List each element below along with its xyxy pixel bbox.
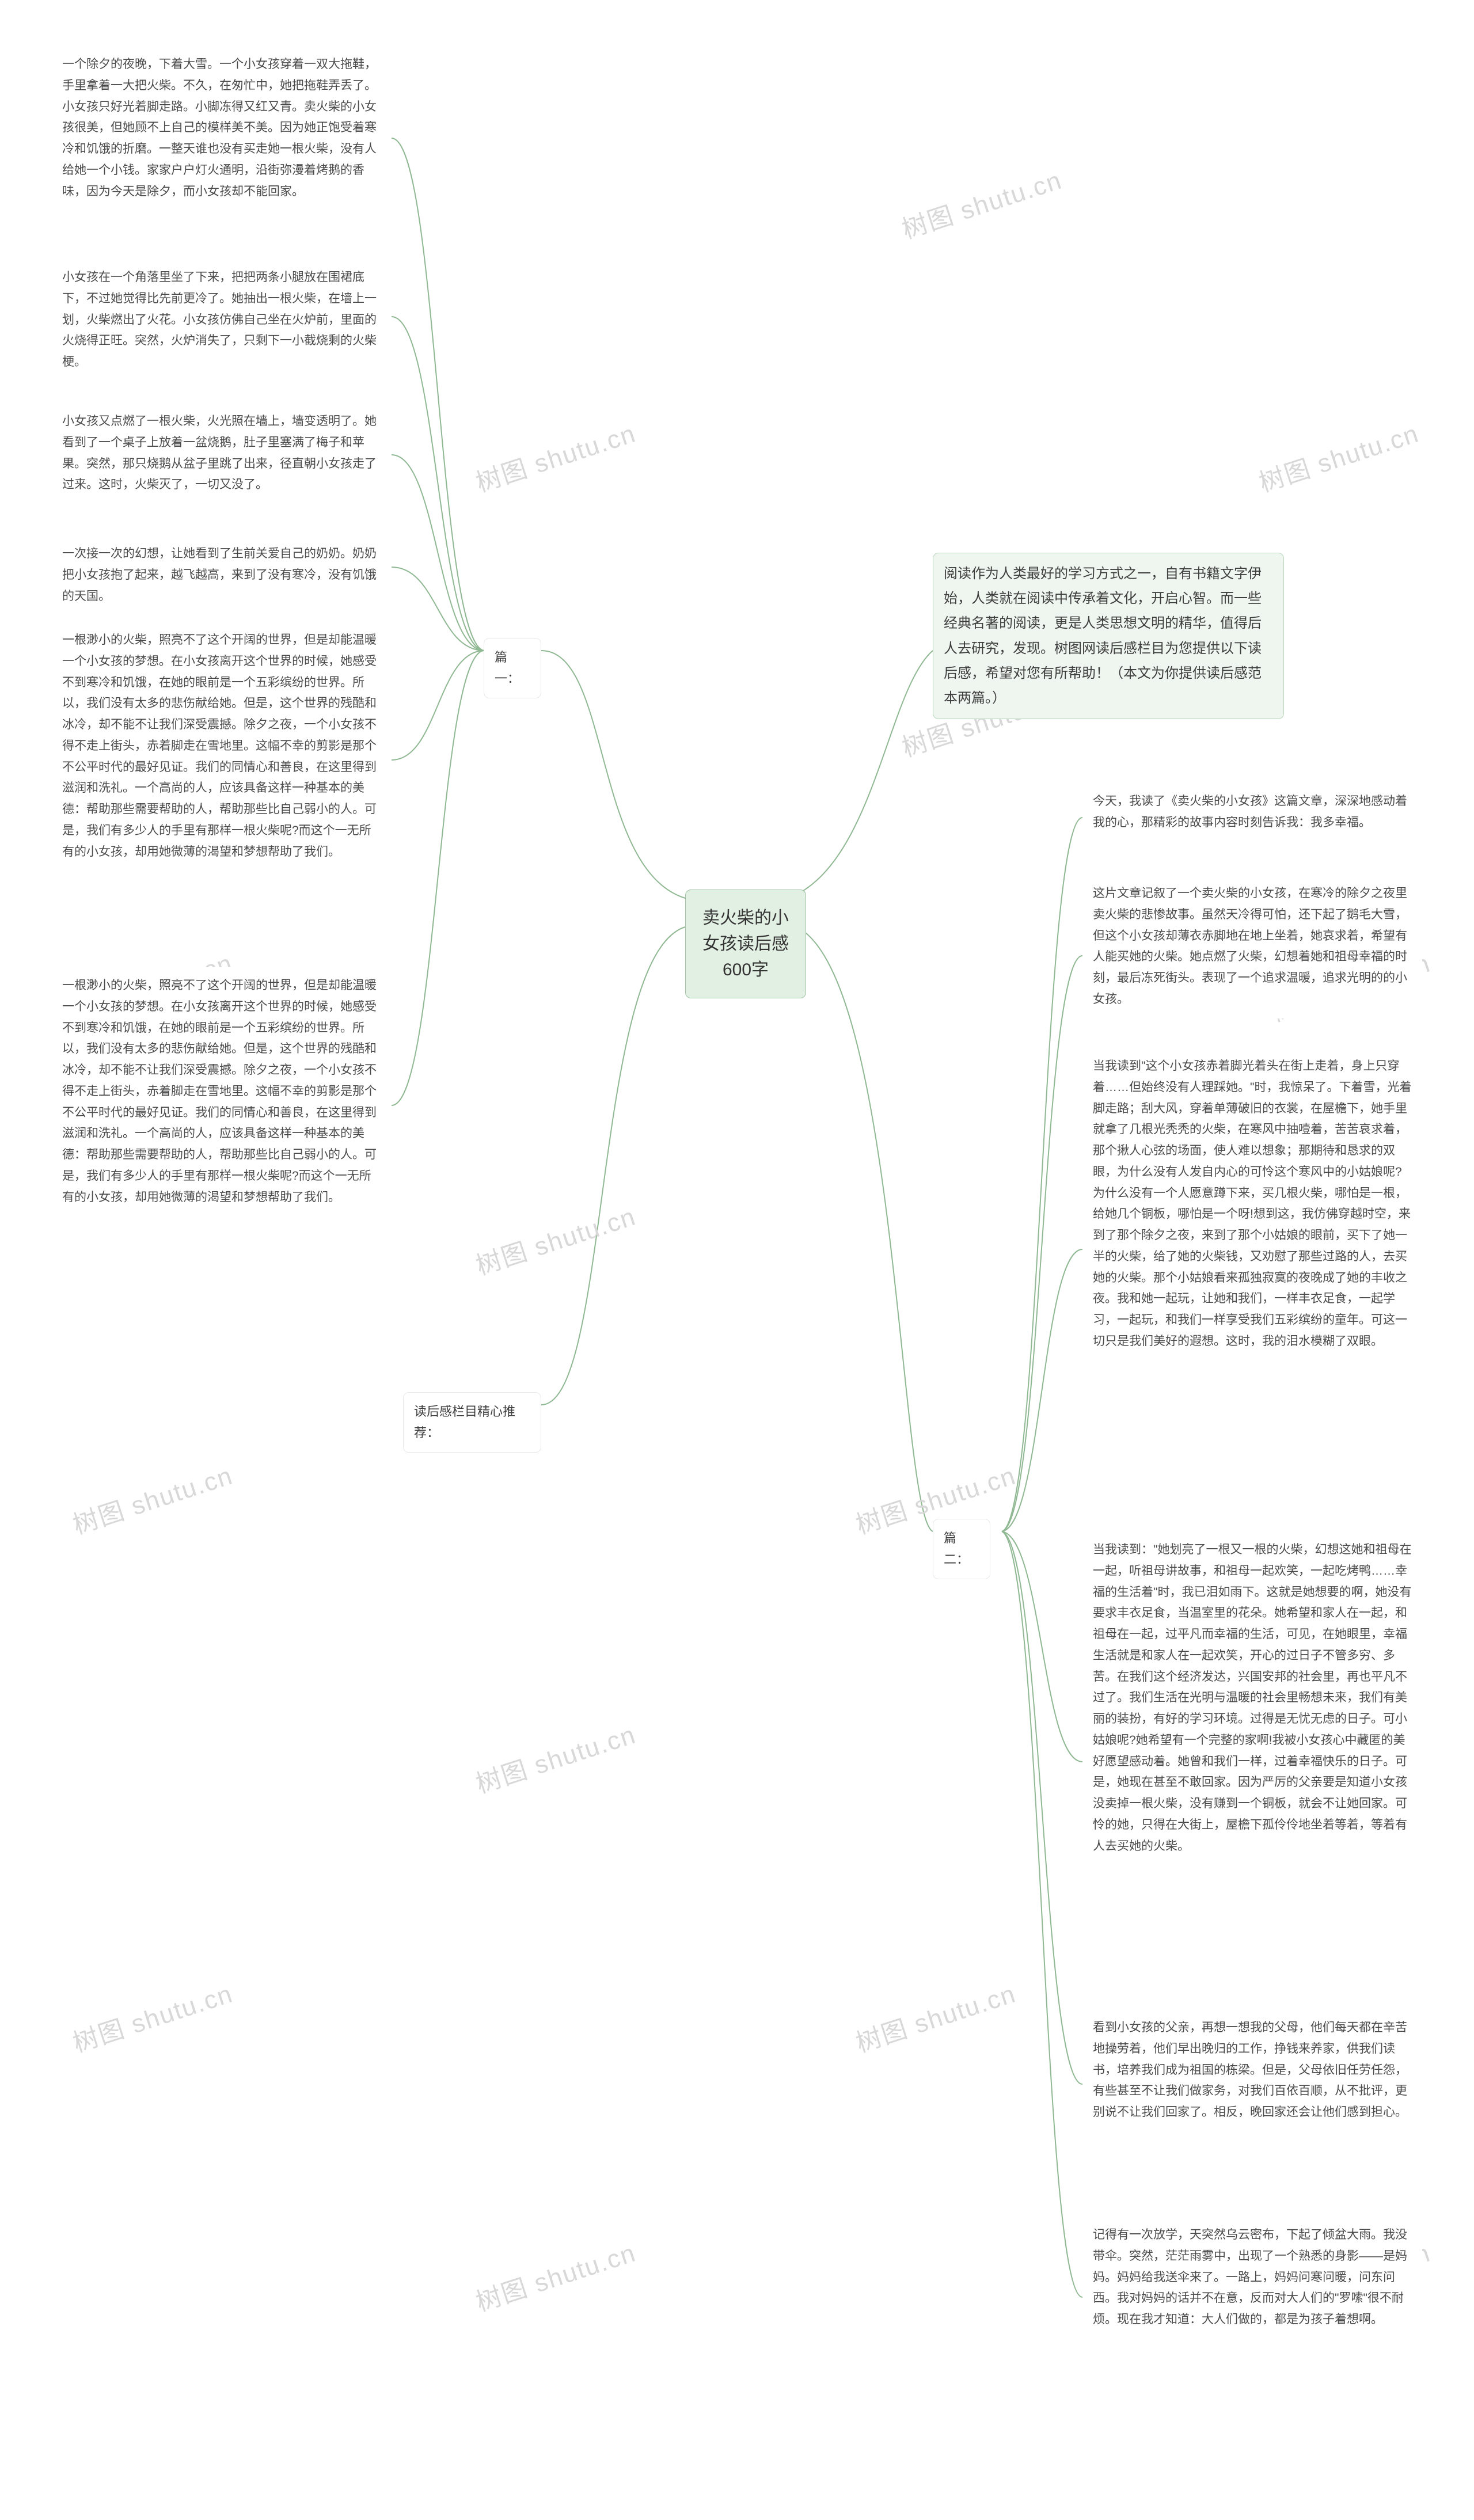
watermark: 树图 shutu.cn [1253, 413, 1423, 499]
leaf-node[interactable]: 小女孩又点燃了一根火柴，火光照在墙上，墙变透明了。她看到了一个桌子上放着一盆烧鹅… [52, 403, 392, 504]
watermark: 树图 shutu.cn [470, 1196, 640, 1282]
leaf-text: 今天，我读了《卖火柴的小女孩》这篇文章，深深地感动着我的心，那精彩的故事内容时刻… [1093, 795, 1407, 829]
center-node-text: 卖火柴的小女孩读后感600字 [702, 909, 789, 979]
watermark: 树图 shutu.cn [470, 413, 640, 499]
watermark: 树图 shutu.cn [67, 1973, 237, 2059]
leaf-node[interactable]: 记得有一次放学，天突然乌云密布，下起了倾盆大雨。我没带伞。突然，茫茫雨雾中，出现… [1082, 2217, 1422, 2339]
leaf-text: 当我读到："她划亮了一根又一根的火柴，幻想这她和祖母在一起，听祖母讲故事，和祖母… [1093, 1543, 1411, 1853]
watermark: 树图 shutu.cn [896, 159, 1066, 246]
leaf-text: 一个除夕的夜晚，下着大雪。一个小女孩穿着一双大拖鞋，手里拿着一大把火柴。不久，在… [62, 58, 377, 198]
watermark: 树图 shutu.cn [67, 1455, 237, 1541]
branch-node-pian2[interactable]: 篇二： [933, 1519, 990, 1579]
intro-node-text: 阅读作为人类最好的学习方式之一，自有书籍文字伊始，人类就在阅读中传承着文化，开启… [944, 566, 1262, 706]
leaf-node[interactable]: 一根渺小的火柴，照亮不了这个开阔的世界，但是却能温暖一个小女孩的梦想。在小女孩离… [52, 967, 392, 1216]
watermark: 树图 shutu.cn [850, 1973, 1020, 2059]
leaf-text: 一次接一次的幻想，让她看到了生前关爱自己的奶奶。奶奶把小女孩抱了起来，越飞越高，… [62, 547, 377, 603]
leaf-text: 这片文章记叙了一个卖火柴的小女孩，在寒冷的除夕之夜里卖火柴的悲惨故事。虽然天冷得… [1093, 887, 1407, 1006]
leaf-text: 一根渺小的火柴，照亮不了这个开阔的世界，但是却能温暖一个小女孩的梦想。在小女孩离… [62, 633, 377, 858]
leaf-node[interactable]: 当我读到"这个小女孩赤着脚光着头在街上走着，身上只穿着……但始终没有人理踩她。"… [1082, 1048, 1422, 1360]
leaf-text: 一根渺小的火柴，照亮不了这个开阔的世界，但是却能温暖一个小女孩的梦想。在小女孩离… [62, 979, 377, 1204]
leaf-node[interactable]: 看到小女孩的父亲，再想一想我的父母，他们每天都在辛苦地操劳着，他们早出晚归的工作… [1082, 2009, 1422, 2131]
leaf-node[interactable]: 一个除夕的夜晚，下着大雪。一个小女孩穿着一双大拖鞋，手里拿着一大把火柴。不久，在… [52, 46, 392, 210]
leaf-node[interactable]: 一根渺小的火柴，照亮不了这个开阔的世界，但是却能温暖一个小女孩的梦想。在小女孩离… [52, 622, 392, 871]
leaf-text: 小女孩又点燃了一根火柴，火光照在墙上，墙变透明了。她看到了一个桌子上放着一盆烧鹅… [62, 415, 377, 491]
leaf-node[interactable]: 当我读到："她划亮了一根又一根的火柴，幻想这她和祖母在一起，听祖母讲故事，和祖母… [1082, 1531, 1422, 1865]
branch-node-recommend[interactable]: 读后感栏目精心推荐： [403, 1392, 541, 1453]
branch-label: 篇一： [495, 650, 520, 686]
leaf-node[interactable]: 今天，我读了《卖火柴的小女孩》这篇文章，深深地感动着我的心，那精彩的故事内容时刻… [1082, 783, 1422, 842]
leaf-text: 当我读到"这个小女孩赤着脚光着头在街上走着，身上只穿着……但始终没有人理踩她。"… [1093, 1059, 1411, 1348]
leaf-text: 记得有一次放学，天突然乌云密布，下起了倾盆大雨。我没带伞。突然，茫茫雨雾中，出现… [1093, 2228, 1407, 2326]
intro-node[interactable]: 阅读作为人类最好的学习方式之一，自有书籍文字伊始，人类就在阅读中传承着文化，开启… [933, 553, 1284, 719]
leaf-node[interactable]: 这片文章记叙了一个卖火柴的小女孩，在寒冷的除夕之夜里卖火柴的悲惨故事。虽然天冷得… [1082, 875, 1422, 1018]
watermark: 树图 shutu.cn [470, 2232, 640, 2318]
branch-label: 读后感栏目精心推荐： [414, 1404, 515, 1440]
leaf-node[interactable]: 一次接一次的幻想，让她看到了生前关爱自己的奶奶。奶奶把小女孩抱了起来，越飞越高，… [52, 535, 392, 615]
branch-label: 篇二： [944, 1531, 969, 1567]
leaf-node[interactable]: 小女孩在一个角落里坐了下来，把把两条小腿放在围裙底下，不过她觉得比先前更冷了。她… [52, 259, 392, 381]
watermark: 树图 shutu.cn [470, 1714, 640, 1800]
leaf-text: 小女孩在一个角落里坐了下来，把把两条小腿放在围裙底下，不过她觉得比先前更冷了。她… [62, 271, 377, 368]
center-node[interactable]: 卖火柴的小女孩读后感600字 [685, 890, 806, 998]
leaf-text: 看到小女孩的父亲，再想一想我的父母，他们每天都在辛苦地操劳着，他们早出晚归的工作… [1093, 2021, 1407, 2119]
branch-node-pian1[interactable]: 篇一： [484, 638, 541, 698]
